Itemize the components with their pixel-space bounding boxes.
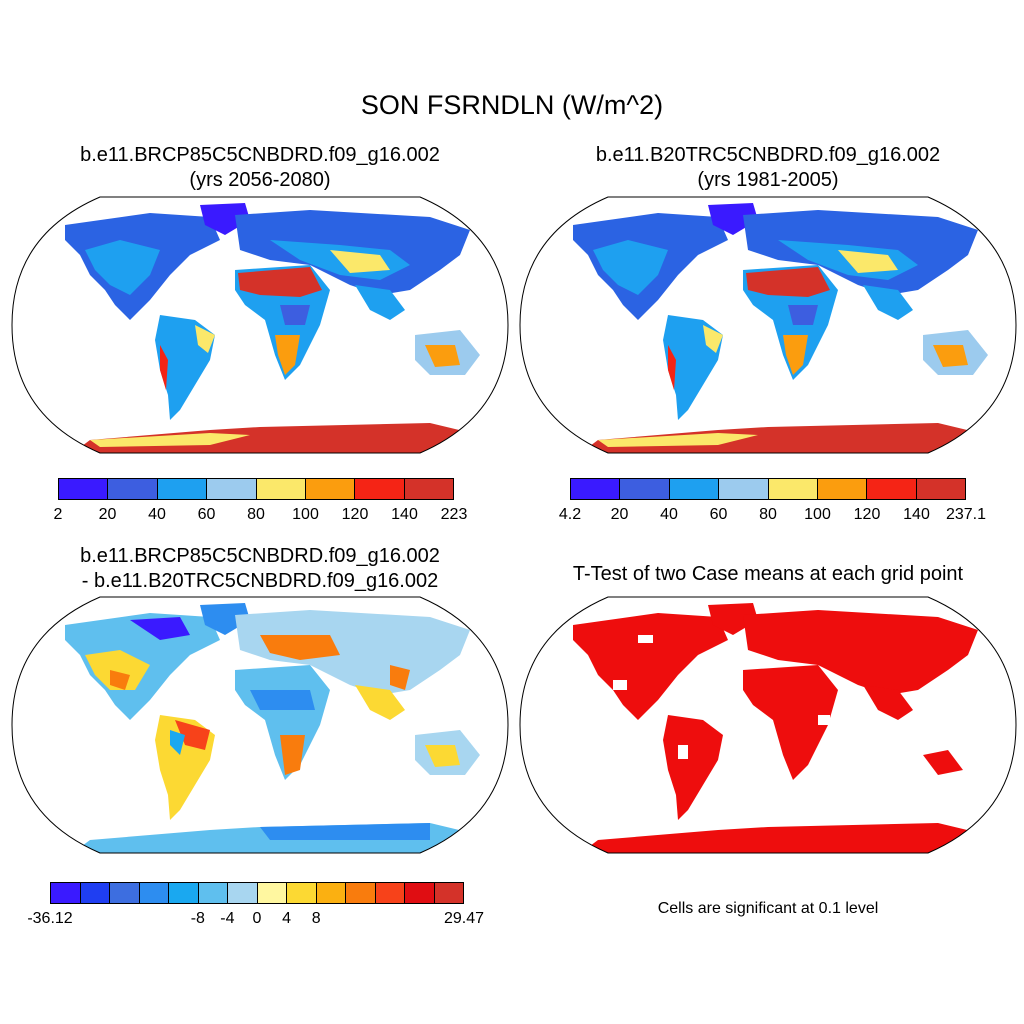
cb3-tick-label: 0	[252, 910, 262, 927]
panel4-title-line1: T-Test of two Case means at each grid po…	[572, 563, 964, 585]
cb3-swatch	[110, 883, 140, 903]
colorbar-panel1	[58, 478, 454, 500]
cb3-swatch	[169, 883, 199, 903]
panel2-title: b.e11.B20TRC5CNBDRD.f09_g16.002 (yrs 198…	[518, 143, 1018, 193]
cb3-swatch	[257, 883, 287, 903]
cb3-swatch	[434, 883, 463, 903]
cb3-swatch	[198, 883, 228, 903]
cb3-tick-label: 29.47	[443, 910, 485, 927]
panel3-title-line1: b.e11.BRCP85C5CNBDRD.f09_g16.002	[80, 545, 440, 567]
cb1-tick-label: 140	[391, 506, 418, 523]
panel2-title-line1: b.e11.B20TRC5CNBDRD.f09_g16.002	[595, 144, 941, 166]
cb3-swatch	[228, 883, 258, 903]
cb2-tick-label: 20	[610, 506, 629, 523]
cb2-swatch	[867, 479, 917, 499]
cb3-tick-label: -8	[190, 910, 205, 927]
cb1-tick-label: 223	[440, 506, 468, 523]
map4-significant-cells	[573, 603, 998, 853]
cb2-swatch	[669, 479, 720, 499]
map3-border	[11, 596, 509, 854]
cb3-tick-label: -36.12	[27, 910, 73, 927]
cb1-tick-label: 120	[341, 506, 369, 523]
map-panel4	[519, 596, 1017, 854]
cb1-tick-label: 80	[247, 506, 265, 523]
map1-land	[65, 203, 490, 453]
cb2-tick-label: 60	[709, 506, 728, 523]
map4-border	[519, 596, 1017, 854]
cb1-tick-label: 60	[197, 506, 216, 523]
panel4-title: T-Test of two Case means at each grid po…	[518, 562, 1018, 587]
cb1-tick-label: 100	[292, 506, 319, 523]
cb2-tick-label: 237.1	[945, 506, 987, 523]
cb2-tick-label: 120	[853, 506, 881, 523]
figure-title: SON FSRNDLN (W/m^2)	[360, 90, 664, 120]
cb3-swatch	[80, 883, 110, 903]
cb2-tick-label: 140	[903, 506, 930, 523]
cb1-swatch	[355, 479, 405, 499]
cb2-tick-label: 4.2	[558, 506, 582, 523]
cb2-tick-label: 100	[804, 506, 831, 523]
panel3-title-line2: - b.e11.B20TRC5CNBDRD.f09_g16.002	[81, 570, 439, 592]
cb2-swatch	[768, 479, 818, 499]
cb1-swatch	[207, 479, 257, 499]
cb3-swatch	[375, 883, 405, 903]
cb1-tick-label: 2	[53, 506, 63, 523]
antarctica	[70, 423, 490, 453]
cb3-tick-label: 4	[282, 910, 292, 927]
cb3-swatch	[51, 883, 81, 903]
cb1-swatch	[108, 479, 158, 499]
cb1-swatch	[404, 479, 453, 499]
cb1-swatch	[256, 479, 306, 499]
cb3-swatch	[287, 883, 317, 903]
cb2-swatch	[719, 479, 769, 499]
panel1-title-line2: (yrs 2056-2080)	[189, 169, 331, 191]
cb1-swatch	[305, 479, 356, 499]
cb3-tick-label: -4	[220, 910, 235, 927]
cb2-swatch	[571, 479, 621, 499]
map2-border	[519, 196, 1017, 454]
significance-note: Cells are significant at 0.1 level	[657, 900, 879, 917]
map-panel3	[11, 596, 509, 854]
colorbar-panel2	[570, 478, 966, 500]
cb3-swatch	[139, 883, 169, 903]
cb2-swatch	[817, 479, 868, 499]
map1-border	[11, 196, 509, 454]
cb1-tick-label: 20	[98, 506, 117, 523]
cb3-swatch	[405, 883, 435, 903]
cb2-tick-label: 40	[660, 506, 678, 523]
india-se-asia	[355, 285, 405, 320]
panel1-title: b.e11.BRCP85C5CNBDRD.f09_g16.002 (yrs 20…	[10, 143, 510, 193]
cb3-swatch	[346, 883, 376, 903]
colorbar-panel3	[50, 882, 464, 904]
cb2-swatch	[620, 479, 670, 499]
cb3-swatch	[316, 883, 346, 903]
cb2-tick-label: 80	[759, 506, 777, 523]
map-panel2	[519, 196, 1017, 454]
panel2-title-line2: (yrs 1981-2005)	[697, 169, 839, 191]
map3-land	[65, 603, 490, 853]
cb3-tick-label: 8	[311, 910, 321, 927]
cb1-tick-label: 40	[148, 506, 166, 523]
panel3-title: b.e11.BRCP85C5CNBDRD.f09_g16.002 - b.e11…	[10, 544, 510, 594]
panel1-title-line1: b.e11.BRCP85C5CNBDRD.f09_g16.002	[80, 144, 440, 166]
map4-nonsignificant-holes	[613, 635, 963, 759]
map-panel1	[11, 196, 509, 454]
cb1-swatch	[59, 479, 109, 499]
cb1-swatch	[157, 479, 208, 499]
map2-land	[573, 203, 998, 453]
cb2-swatch	[916, 479, 965, 499]
